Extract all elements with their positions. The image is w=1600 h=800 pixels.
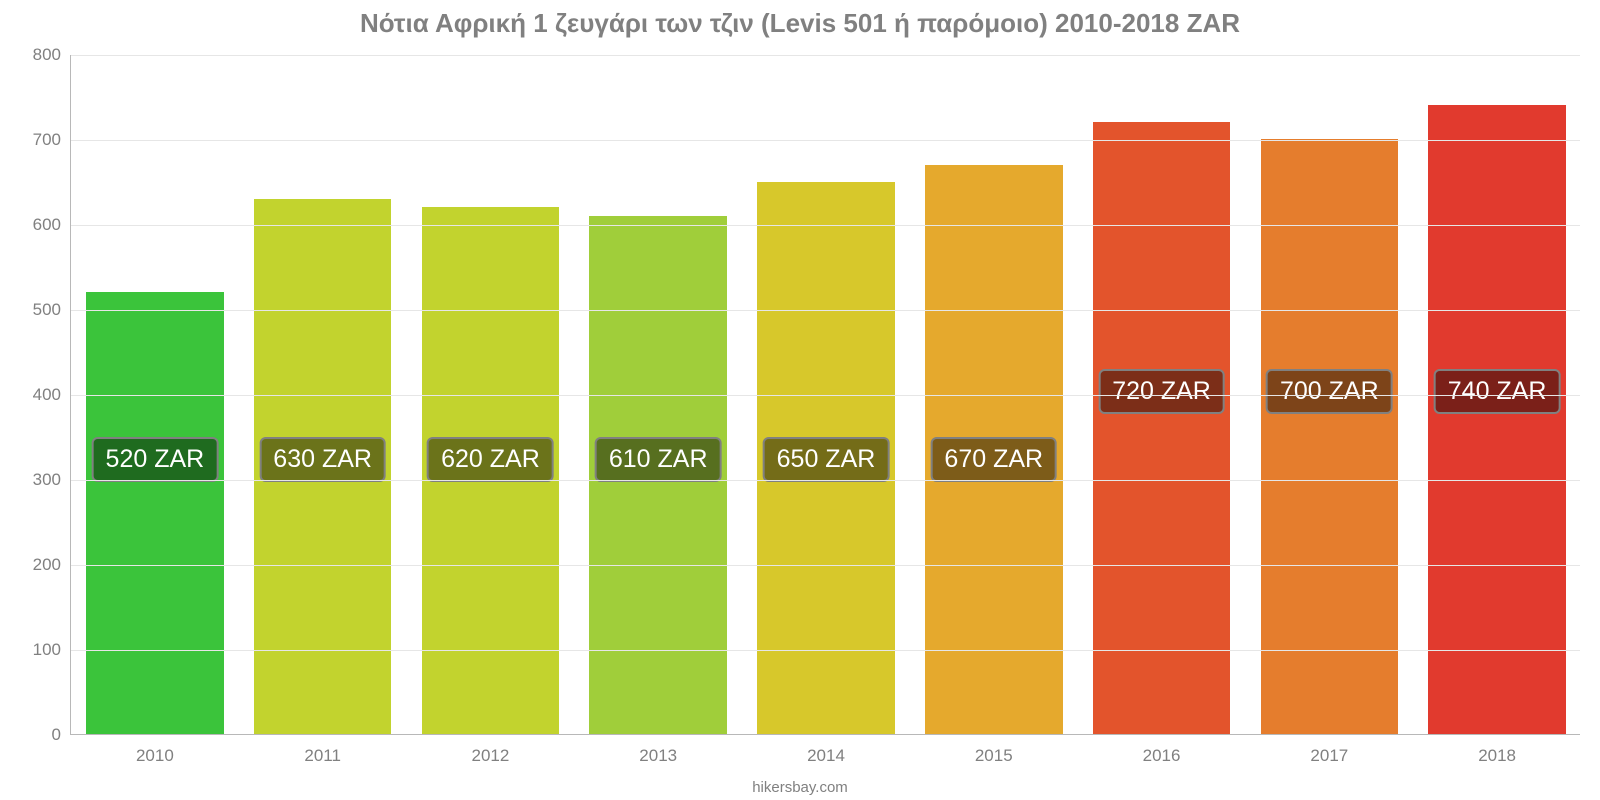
gridline [71, 310, 1580, 311]
xtick-label: 2014 [742, 734, 910, 766]
ytick-label: 300 [33, 470, 71, 490]
xtick-label: 2011 [239, 734, 407, 766]
gridline [71, 55, 1580, 56]
chart-title: Νότια Αφρική 1 ζευγάρι των τζιν (Levis 5… [0, 8, 1600, 39]
value-badge: 610 ZAR [595, 437, 722, 482]
ytick-label: 600 [33, 215, 71, 235]
xtick-label: 2012 [407, 734, 575, 766]
source-attribution: hikersbay.com [0, 779, 1600, 796]
ytick-label: 0 [52, 725, 71, 745]
gridline [71, 225, 1580, 226]
value-badge: 720 ZAR [1098, 369, 1225, 414]
bar-chart-container: Νότια Αφρική 1 ζευγάρι των τζιν (Levis 5… [0, 0, 1600, 800]
value-badge: 650 ZAR [763, 437, 890, 482]
value-badge: 740 ZAR [1434, 369, 1561, 414]
xtick-label: 2016 [1078, 734, 1246, 766]
value-badge: 620 ZAR [427, 437, 554, 482]
ytick-label: 100 [33, 640, 71, 660]
ytick-label: 700 [33, 130, 71, 150]
gridline [71, 650, 1580, 651]
bar [1261, 139, 1399, 734]
xtick-label: 2018 [1413, 734, 1581, 766]
xtick-label: 2010 [71, 734, 239, 766]
ytick-label: 400 [33, 385, 71, 405]
gridline [71, 480, 1580, 481]
gridline [71, 565, 1580, 566]
ytick-label: 800 [33, 45, 71, 65]
xtick-label: 2015 [910, 734, 1078, 766]
value-badge: 630 ZAR [259, 437, 386, 482]
value-badge: 520 ZAR [92, 437, 219, 482]
ytick-label: 200 [33, 555, 71, 575]
bar [1093, 122, 1231, 734]
value-badge: 700 ZAR [1266, 369, 1393, 414]
xtick-label: 2017 [1245, 734, 1413, 766]
plot-area: 520 ZAR2010630 ZAR2011620 ZAR2012610 ZAR… [70, 55, 1580, 735]
gridline [71, 140, 1580, 141]
gridline [71, 395, 1580, 396]
bar [1428, 105, 1566, 734]
xtick-label: 2013 [574, 734, 742, 766]
value-badge: 670 ZAR [930, 437, 1057, 482]
ytick-label: 500 [33, 300, 71, 320]
bar [86, 292, 224, 734]
